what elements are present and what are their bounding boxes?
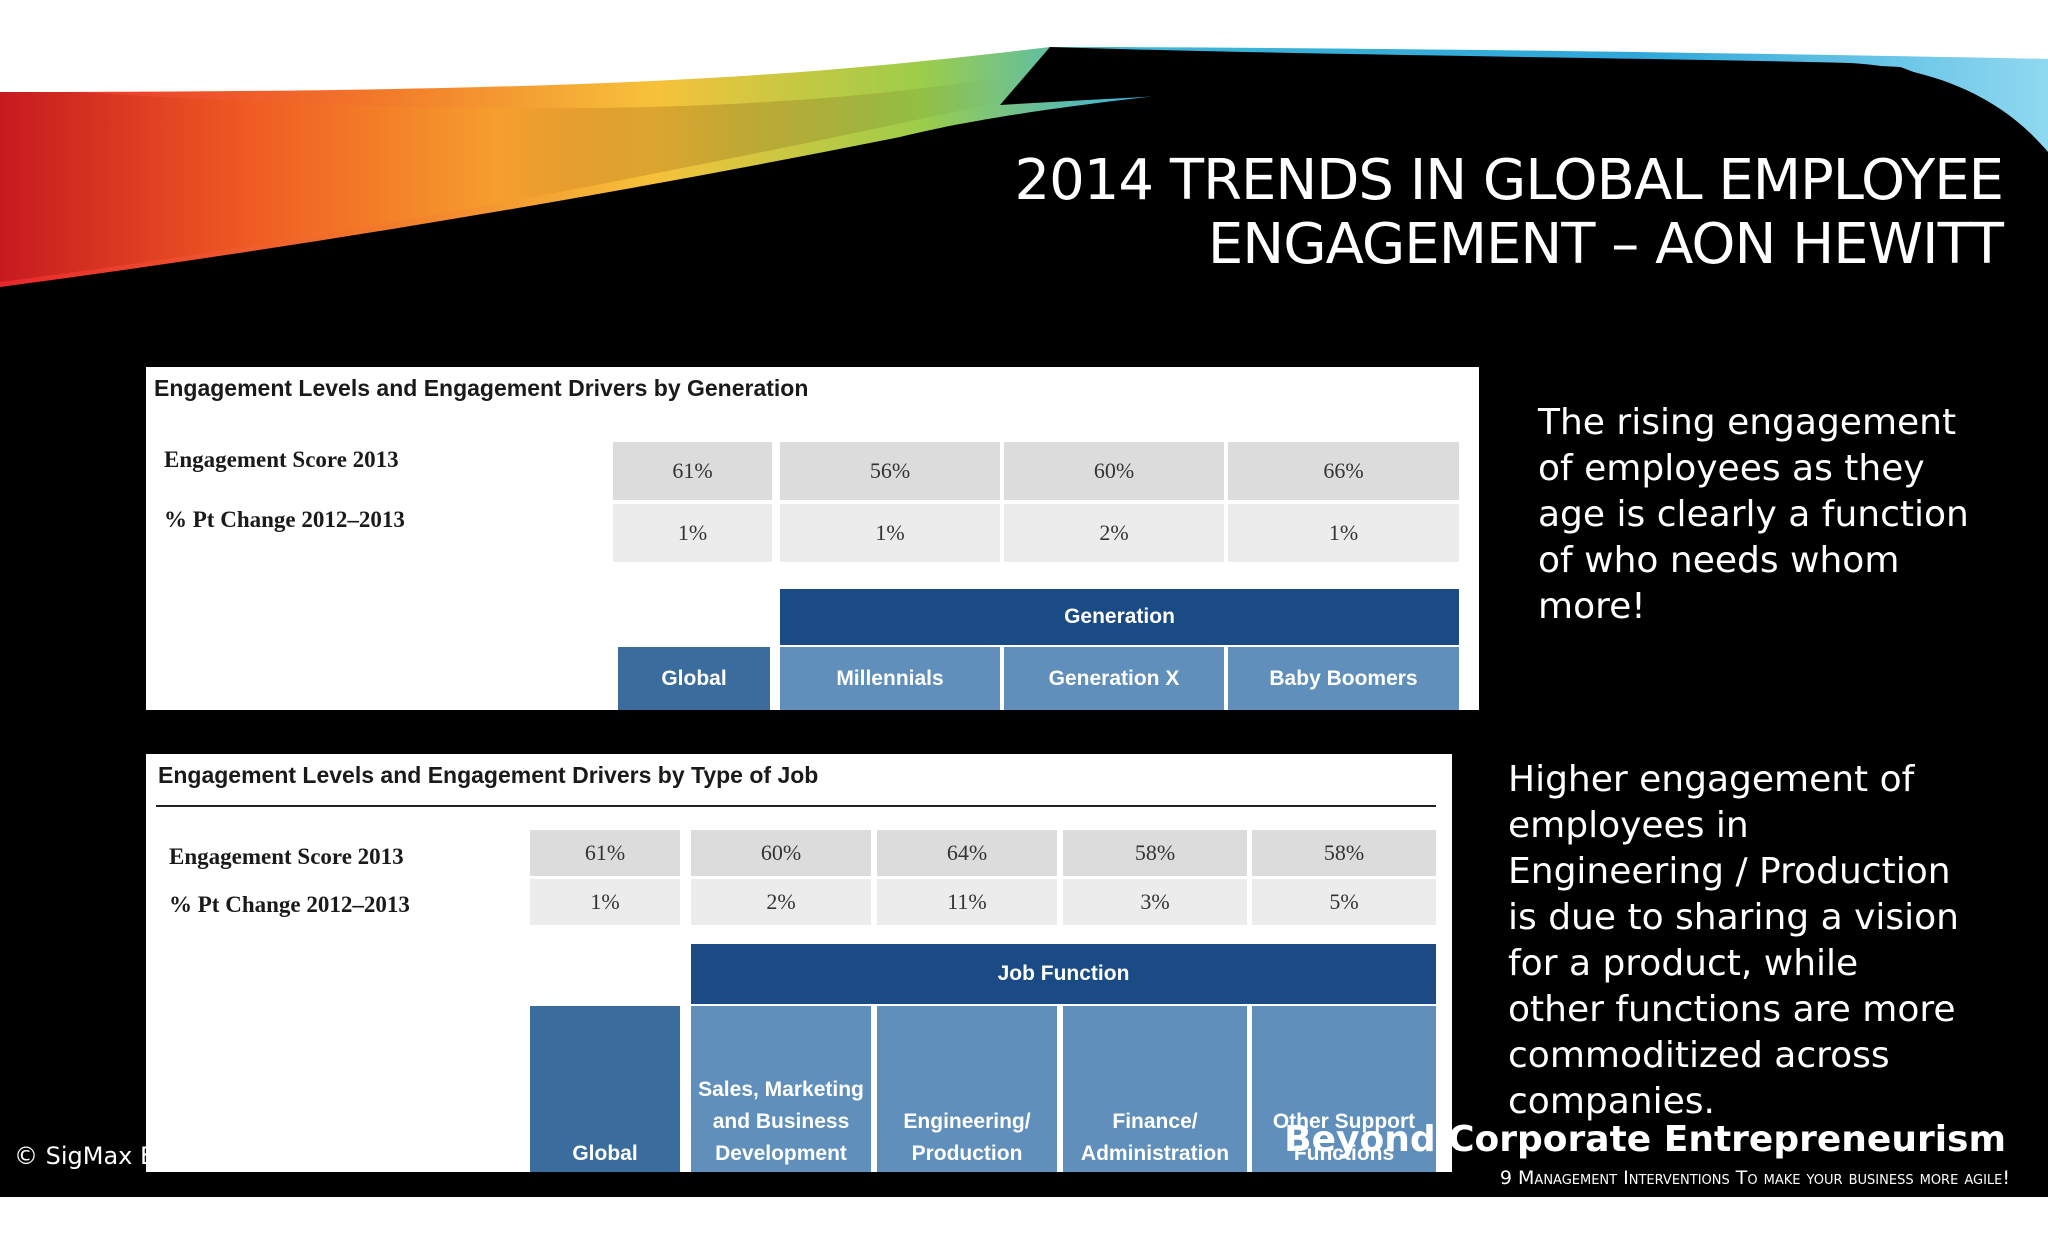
job-type-table-title: Engagement Levels and Engagement Drivers… <box>158 762 819 788</box>
change-cell-finance: 3% <box>1063 879 1247 925</box>
copyright-notice: © SigMax E Services, 2015 <box>14 1142 341 1170</box>
column-header-sales-line-2: and Business <box>712 1110 850 1133</box>
score-cell-generation-x: 60% <box>1004 442 1224 500</box>
commentary-line: companies. <box>1508 1081 1715 1122</box>
column-header-sales-line-3: Development <box>715 1142 847 1165</box>
column-header-finance-line-1: Finance/ <box>1112 1110 1198 1133</box>
slide: 2014 TRENDS IN GLOBAL EMPLOYEE ENGAGEMEN… <box>0 47 2048 1197</box>
column-header-baby-boomers: Baby Boomers <box>1228 647 1459 710</box>
score-cell-other-support: 58% <box>1252 830 1436 876</box>
commentary-line: is due to sharing a vision <box>1508 897 1960 938</box>
column-header-engineering: Engineering/ Production <box>877 1006 1057 1172</box>
column-header-engineering-line-2: Production <box>911 1142 1023 1165</box>
column-header-millennials: Millennials <box>780 647 1000 710</box>
change-cell-millennials: 1% <box>780 504 1000 562</box>
column-header-finance: Finance/ Administration <box>1063 1006 1247 1172</box>
slide-title: 2014 TRENDS IN GLOBAL EMPLOYEE ENGAGEMEN… <box>803 148 2004 277</box>
column-header-global-text: Global <box>572 1142 638 1165</box>
change-cell-engineering: 11% <box>877 879 1057 925</box>
column-header-sales: Sales, Marketing and Business Developmen… <box>691 1006 871 1172</box>
book-subtitle: 9 Management Interventions To make your … <box>1499 1167 2010 1189</box>
commentary-line: of employees as they <box>1538 448 1925 489</box>
score-cell-sales: 60% <box>691 830 871 876</box>
column-header-finance-line-2: Administration <box>1080 1142 1230 1165</box>
change-cell-other-support: 5% <box>1252 879 1436 925</box>
commentary-line: Higher engagement of <box>1508 759 1915 800</box>
commentary-line: for a product, while <box>1508 943 1859 984</box>
score-cell-global: 61% <box>613 442 772 500</box>
score-cell-millennials: 56% <box>780 442 1000 500</box>
generation-group-header: Generation <box>780 589 1459 645</box>
job-function-group-header: Job Function <box>691 944 1436 1004</box>
change-cell-sales: 2% <box>691 879 871 925</box>
change-cell-global: 1% <box>530 879 680 925</box>
change-cell-global: 1% <box>613 504 772 562</box>
generation-table-image: Engagement Levels and Engagement Drivers… <box>146 367 1479 710</box>
engagement-score-label: Engagement Score 2013 <box>169 844 404 869</box>
title-divider <box>156 805 1436 807</box>
commentary-line: more! <box>1538 586 1646 627</box>
column-header-sales-line-1: Sales, Marketing <box>698 1078 864 1101</box>
score-cell-finance: 58% <box>1063 830 1247 876</box>
commentary-line: of who needs whom <box>1538 540 1900 581</box>
score-cell-engineering: 64% <box>877 830 1057 876</box>
column-header-engineering-line-1: Engineering/ <box>903 1110 1031 1133</box>
commentary-line: employees in <box>1508 805 1749 846</box>
slide-title-line-2: ENGAGEMENT – AON HEWITT <box>1207 212 2004 277</box>
commentary-line: The rising engagement <box>1538 402 1957 443</box>
generation-table-title: Engagement Levels and Engagement Drivers… <box>154 375 809 401</box>
score-cell-global: 61% <box>530 830 680 876</box>
job-type-table-image: Engagement Levels and Engagement Drivers… <box>146 754 1452 1172</box>
column-header-other-support-line-2: Functions <box>1293 1142 1395 1165</box>
slide-title-line-1: 2014 TRENDS IN GLOBAL EMPLOYEE <box>1014 148 2004 213</box>
generation-commentary: The rising engagement of employees as th… <box>1538 400 2018 630</box>
commentary-line: Engineering / Production <box>1508 851 1951 892</box>
pt-change-label: % Pt Change 2012–2013 <box>169 892 410 917</box>
book-title: Beyond Corporate Entrepreneurism <box>1284 1119 2006 1160</box>
engagement-score-label: Engagement Score 2013 <box>164 447 399 472</box>
job-type-commentary: Higher engagement of employees in Engine… <box>1508 757 2008 1125</box>
column-header-other-support: Other Support Functions <box>1252 1006 1436 1172</box>
column-header-other-support-line-1: Other Support <box>1272 1110 1416 1133</box>
commentary-line: other functions are more <box>1508 989 1956 1030</box>
column-header-global: Global <box>530 1006 680 1172</box>
score-cell-baby-boomers: 66% <box>1228 442 1459 500</box>
change-cell-baby-boomers: 1% <box>1228 504 1459 562</box>
column-header-generation-x: Generation X <box>1004 647 1224 710</box>
column-header-global: Global <box>618 647 770 710</box>
pt-change-label: % Pt Change 2012–2013 <box>164 507 405 532</box>
commentary-line: age is clearly a function <box>1538 494 1969 535</box>
rainbow-swoosh-graphic <box>0 47 2048 287</box>
commentary-line: commoditized across <box>1508 1035 1890 1076</box>
change-cell-generation-x: 2% <box>1004 504 1224 562</box>
